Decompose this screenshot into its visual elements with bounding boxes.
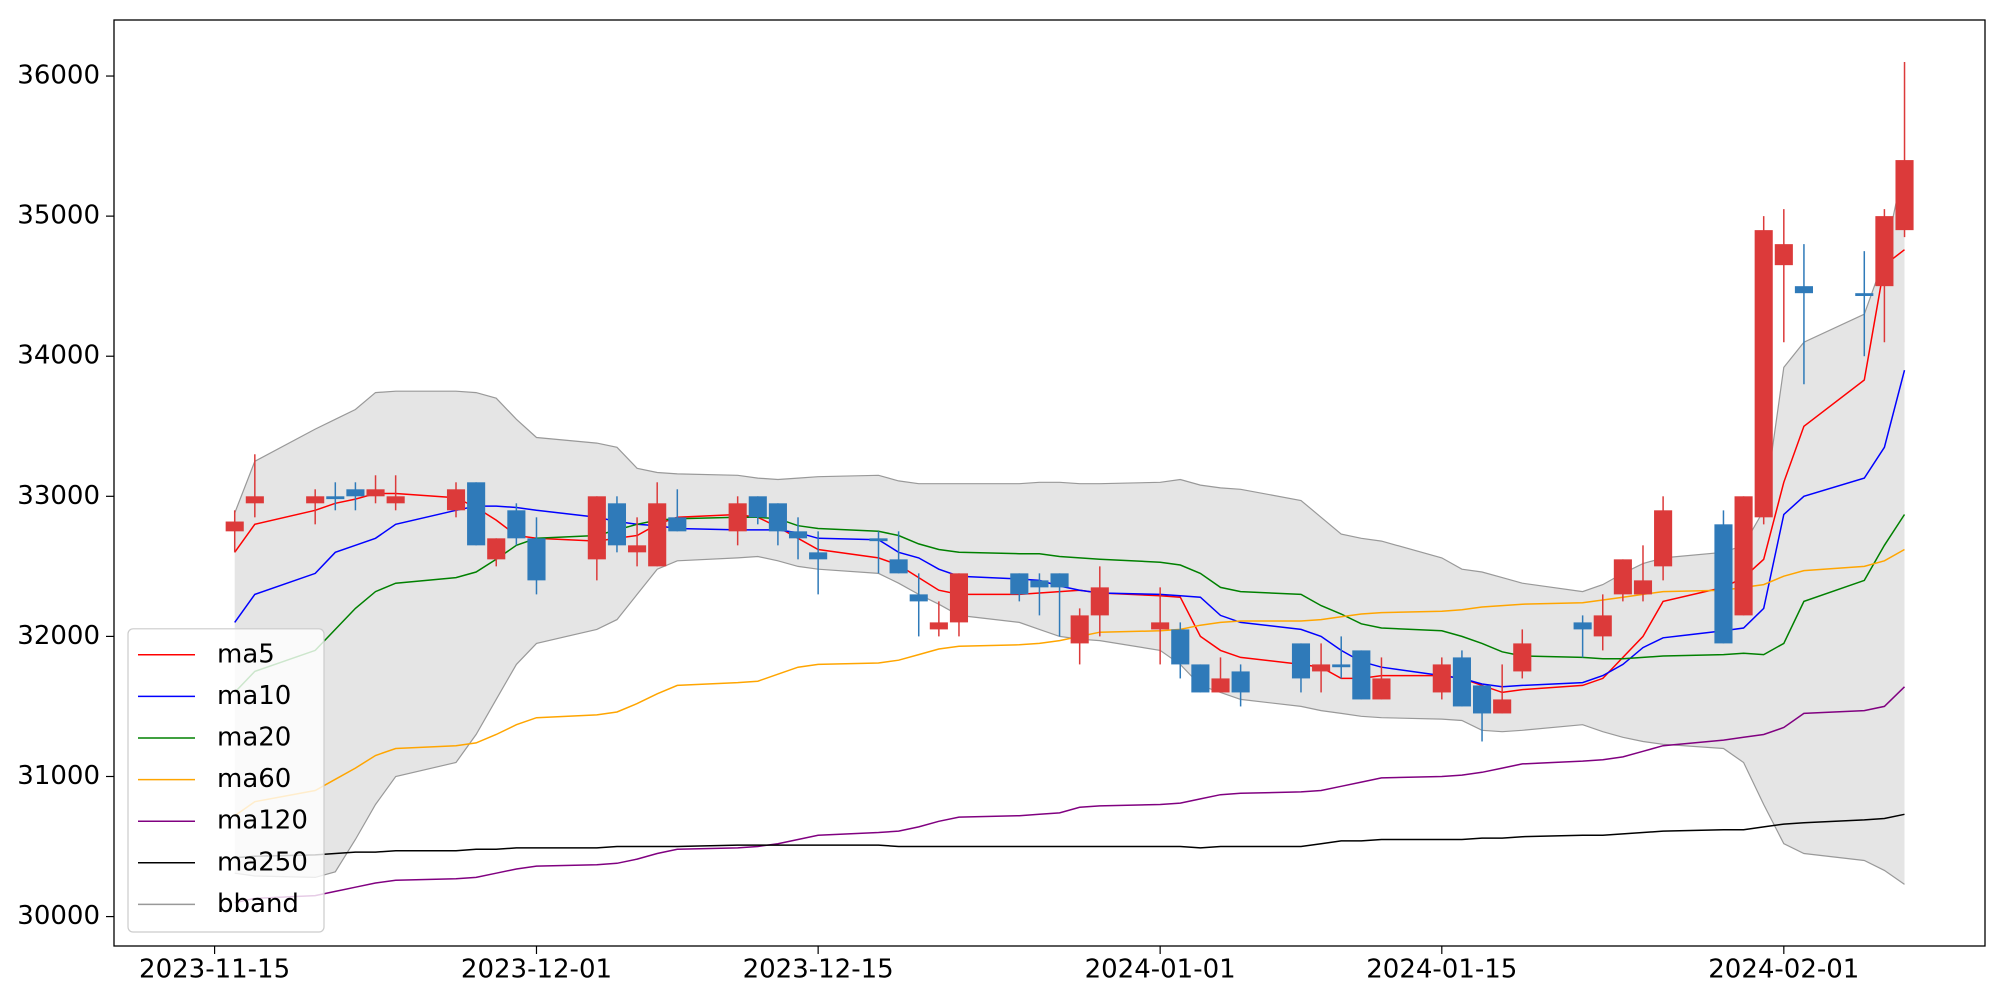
candle-body <box>748 496 767 518</box>
candle-body <box>668 517 687 532</box>
plot-area <box>225 62 1914 904</box>
candle-body <box>949 573 969 623</box>
candle-body <box>1774 244 1793 266</box>
candle-body <box>326 496 345 500</box>
candle-body <box>245 496 264 504</box>
x-tick-label: 2023-12-15 <box>743 955 894 985</box>
x-tick-label: 2023-12-01 <box>461 955 612 985</box>
legend-label: ma5 <box>217 639 275 669</box>
y-tick-label: 31000 <box>17 761 100 791</box>
y-tick-label: 32000 <box>17 621 100 651</box>
candle-body <box>728 503 747 532</box>
candle-body <box>1714 524 1733 644</box>
legend-label: ma250 <box>217 847 308 877</box>
ma-line <box>234 813 1905 859</box>
candle-body <box>1171 629 1190 665</box>
candle-body <box>1352 650 1371 700</box>
candle-body <box>386 496 405 504</box>
candle-body <box>487 538 506 560</box>
candle-body <box>889 559 908 574</box>
ma-line <box>234 370 1906 688</box>
candle-body <box>1312 664 1331 672</box>
legend-label: ma60 <box>217 764 291 794</box>
candle-body <box>1513 643 1532 672</box>
candle-body <box>1794 286 1813 294</box>
candle-body <box>527 538 546 581</box>
candle-body <box>628 545 647 553</box>
candle-body <box>1070 615 1089 644</box>
legend-label: ma120 <box>217 806 308 836</box>
candle-body <box>467 482 486 546</box>
axes-frame <box>113 19 1986 947</box>
candle-body <box>1493 699 1512 714</box>
legend-label: bband <box>217 889 299 919</box>
candle-body <box>1211 678 1230 693</box>
candle-body <box>1633 580 1653 595</box>
y-tick-label: 36000 <box>17 61 100 91</box>
candle-body <box>1030 580 1049 588</box>
candle-body <box>1855 293 1874 296</box>
candle-body <box>1151 622 1170 630</box>
candle-body <box>225 521 244 532</box>
candle-body <box>648 503 667 567</box>
ma-line <box>234 686 1906 904</box>
candle-body <box>788 531 808 539</box>
candle-body <box>909 594 928 602</box>
candle-body <box>809 552 828 560</box>
candle-body <box>869 538 888 542</box>
candle-body <box>446 489 466 511</box>
legend: ma5 ma10 ma20 ma60 ma120 ma250 bband <box>127 628 325 933</box>
candle-body <box>1452 657 1471 707</box>
legend-label: ma20 <box>217 723 291 753</box>
candle-body <box>1372 678 1391 700</box>
candle-body <box>1010 573 1029 595</box>
y-tick-label: 30000 <box>17 901 100 931</box>
candle-body <box>1754 230 1773 518</box>
candle-body <box>929 622 948 630</box>
x-tick-label: 2024-02-01 <box>1708 955 1859 985</box>
legend-box <box>127 628 325 933</box>
candle-body <box>1734 496 1753 616</box>
candle-body <box>507 510 526 539</box>
legend-label: ma10 <box>217 681 291 711</box>
candle-body <box>587 496 606 560</box>
x-tick-label: 2023-11-15 <box>139 955 290 985</box>
candle-body <box>1191 664 1210 693</box>
ma-line <box>234 514 1906 693</box>
candle-body <box>1573 622 1592 630</box>
y-tick-label: 33000 <box>17 481 100 511</box>
candle-body <box>1875 216 1894 287</box>
candle-body <box>1231 671 1250 693</box>
candle-body <box>1291 643 1311 679</box>
candle-body <box>1593 615 1612 637</box>
candle-body <box>1472 685 1492 714</box>
x-tick-label: 2024-01-15 <box>1366 955 1517 985</box>
candle-body <box>607 503 627 546</box>
candle-body <box>768 503 787 532</box>
candle-body <box>306 496 325 504</box>
candle-body <box>1050 573 1069 588</box>
candle-body <box>1654 510 1673 567</box>
y-tick-label: 35000 <box>17 201 100 231</box>
candle-body <box>1895 160 1914 231</box>
candle-body <box>1090 587 1109 616</box>
candle-body <box>1613 559 1632 595</box>
ma-line <box>234 548 1905 817</box>
x-tick-label: 2024-01-01 <box>1085 955 1236 985</box>
y-tick-label: 34000 <box>17 341 100 371</box>
candle-body <box>366 489 385 497</box>
candle-body <box>1332 664 1351 668</box>
candle-body <box>346 489 365 497</box>
candle-body <box>1432 664 1451 693</box>
